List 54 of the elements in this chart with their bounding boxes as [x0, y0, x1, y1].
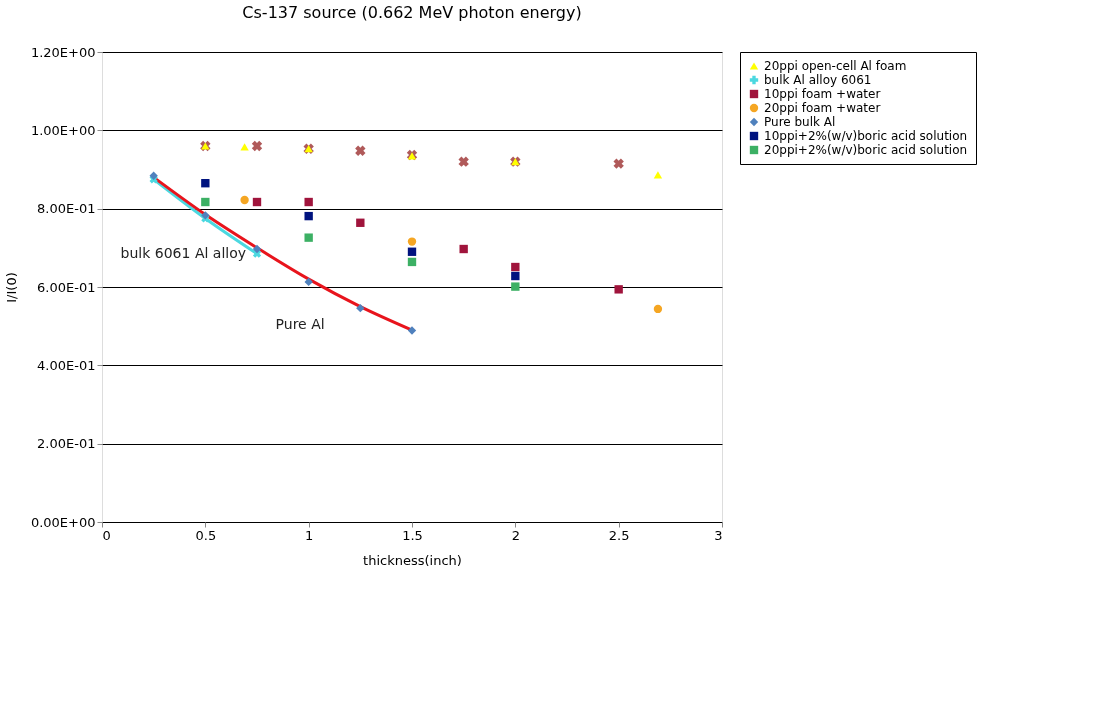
y-axis-title: I/I(0)	[3, 272, 19, 303]
point	[240, 143, 249, 151]
point	[304, 277, 313, 287]
point	[407, 257, 417, 267]
point	[511, 271, 520, 281]
y-tick-label: 2.00E-01	[37, 436, 96, 452]
legend-label: 10ppi+2%(w/v)boric acid solution	[764, 129, 968, 143]
point	[356, 218, 365, 227]
x-tick-label: 1	[305, 527, 314, 543]
point	[613, 158, 624, 169]
point	[149, 171, 158, 180]
point	[407, 326, 417, 335]
point	[407, 237, 417, 246]
x-tick-label: 3	[714, 527, 723, 543]
point	[511, 282, 520, 291]
point	[653, 304, 663, 314]
x-axis-title: thickness(inch)	[363, 552, 462, 568]
legend-label: 20ppi+2%(w/v)boric acid solution	[764, 143, 968, 157]
x-tick-label: 0.5	[195, 527, 217, 543]
y-tick-label: 1.20E+00	[30, 44, 96, 60]
point	[201, 179, 210, 188]
y-tick-label: 0.00E+00	[30, 514, 96, 530]
point	[407, 247, 417, 256]
point	[304, 233, 313, 242]
point	[458, 156, 469, 167]
point	[304, 197, 313, 207]
legend-label: 20ppi open-cell Al foam	[764, 59, 907, 73]
x-tick-label: 0	[102, 527, 111, 543]
point	[252, 244, 262, 254]
legend-label: 20ppi foam +water	[764, 101, 881, 115]
point	[511, 262, 520, 272]
legend-label: 10ppi foam +water	[764, 87, 881, 101]
chart-title: Cs-137 source (0.662 MeV photon energy)	[242, 3, 582, 22]
point	[614, 285, 623, 294]
x-tick-label: 2.5	[608, 527, 630, 543]
point	[252, 197, 262, 207]
y-tick-label: 4.00E-01	[37, 357, 96, 373]
point	[304, 211, 313, 221]
annotation: bulk 6061 Al alloy	[120, 245, 247, 262]
legend-label: Pure bulk Al	[764, 115, 836, 129]
point	[355, 145, 366, 156]
x-tick-label: 1.5	[402, 527, 423, 543]
point	[201, 197, 210, 207]
point	[251, 140, 263, 152]
point	[653, 171, 663, 179]
point	[459, 244, 468, 254]
y-tick-label: 1.00E+00	[30, 122, 96, 138]
y-tick-label: 8.00E-01	[37, 201, 96, 217]
point	[356, 303, 365, 313]
x-tick-label: 2	[511, 527, 520, 543]
annotation: Pure Al	[275, 315, 325, 332]
point	[240, 195, 249, 205]
legend-label: bulk Al alloy 6061	[764, 73, 872, 87]
y-tick-label: 6.00E-01	[37, 279, 96, 295]
